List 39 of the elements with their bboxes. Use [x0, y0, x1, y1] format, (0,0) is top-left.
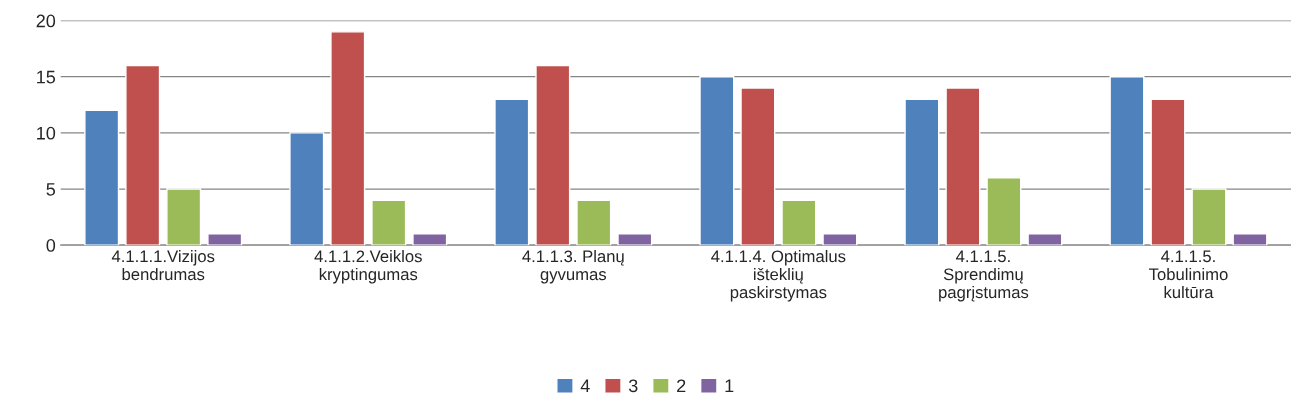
bar: [289, 132, 325, 246]
bar: [535, 64, 571, 246]
bar: [1109, 76, 1145, 246]
bar: [576, 199, 612, 246]
bar: [904, 98, 940, 246]
x-tick-label: 4.1.1.5. Sprendimų pagrįstumas: [939, 250, 1029, 302]
legend-label: 3: [628, 379, 638, 393]
bar: [740, 87, 776, 246]
bar: [371, 199, 407, 246]
bar: [986, 177, 1022, 246]
x-tick-label: 4.1.1.1.Vizijos bendrumas: [111, 250, 215, 281]
x-tick-label: 4.1.1.2.Veiklos kryptingumas: [314, 250, 422, 284]
y-tick-label: 20: [36, 14, 56, 28]
bar: [699, 76, 735, 246]
y-tick-label: 0: [46, 239, 56, 252]
x-tick-label: 4.1.1.4. Optimalus išteklių paskirstymas: [711, 250, 846, 302]
bar: [494, 98, 530, 246]
bar: [166, 188, 202, 246]
y-tick-label: 5: [46, 183, 56, 196]
bar: [1191, 188, 1227, 246]
bar: [330, 31, 366, 246]
y-tick-label: 15: [37, 70, 56, 84]
legend-label: 1: [725, 379, 734, 392]
bar: [125, 64, 161, 246]
bar: [84, 109, 120, 246]
bar: [822, 233, 858, 246]
legend-label: 4: [580, 379, 590, 392]
bar: [1150, 98, 1186, 246]
x-tick-label: 4.1.1.5. Tobulinimo kultūra: [1149, 250, 1228, 299]
legend-label: 2: [677, 379, 686, 392]
bar: [1232, 233, 1268, 246]
y-tick-label: 10: [37, 126, 56, 140]
bar: [412, 233, 448, 246]
bar: [617, 233, 653, 246]
bar: [781, 199, 817, 246]
bar: [945, 87, 981, 246]
bar: [207, 233, 243, 246]
x-tick-label: 4.1.1.3. Planų gyvumas: [522, 250, 624, 284]
bar: [1027, 233, 1063, 246]
